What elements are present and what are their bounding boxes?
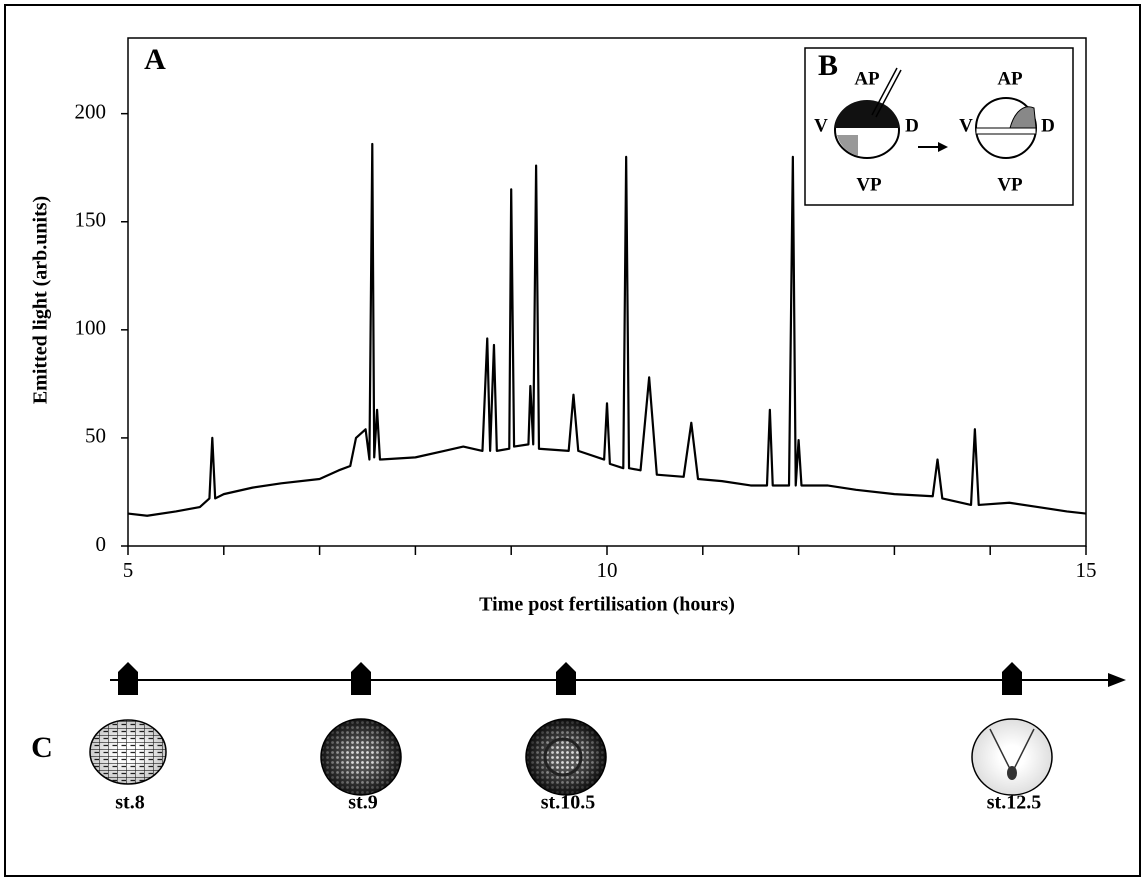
stage-marker (118, 662, 138, 695)
stage-label: st.10.5 (541, 792, 595, 814)
stages: st.8 st.9 st.10.5 st.12.5 (89, 662, 1053, 814)
embryo-lip (543, 737, 583, 777)
data-line (127, 142, 1087, 517)
embryo-grey (837, 135, 858, 156)
timeline-arrowhead (1108, 673, 1126, 687)
y-tick-label: 50 (85, 424, 106, 448)
embryo-shading (526, 719, 606, 795)
x-tick-label: 5 (123, 558, 134, 582)
stage-label: st.8 (115, 792, 144, 814)
embryo-region (1009, 106, 1037, 129)
inset: B AP V D VP AP V D VP (804, 47, 1074, 206)
inset-label: B (818, 49, 838, 82)
y-tick-label: 0 (96, 532, 107, 556)
stage-marker (351, 662, 371, 695)
y-tick-label: 200 (75, 99, 107, 123)
inset-arrowhead (938, 142, 948, 152)
y-tick-label: 150 (75, 208, 107, 232)
needle (871, 67, 898, 116)
stage-label: st.12.5 (987, 792, 1041, 814)
figure-border (4, 4, 1141, 877)
stage-marker (556, 662, 576, 695)
inset-text: V (959, 115, 973, 136)
embryo-shading (972, 719, 1052, 795)
inset-text: AP (997, 68, 1023, 89)
timeline-label: C (31, 731, 53, 764)
y-axis-label: Emitted light (arb.units) (30, 196, 52, 404)
inset-text: D (905, 115, 919, 136)
inset-text: D (1041, 115, 1055, 136)
x-tick-label: 10 (597, 558, 618, 582)
inset-text: V (814, 115, 828, 136)
inset-text: AP (854, 68, 880, 89)
inset-text: VP (997, 174, 1023, 195)
panel-label: A (144, 43, 166, 76)
embryo-dark (835, 100, 899, 128)
stage-marker (1002, 662, 1022, 695)
needle (875, 69, 902, 118)
embryo-band (975, 127, 1037, 135)
embryo-shading (321, 719, 401, 795)
embryo-shading (90, 720, 166, 784)
stage-label: st.9 (348, 792, 377, 814)
y-tick-label: 100 (75, 316, 107, 340)
x-axis-label: Time post fertilisation (hours) (479, 594, 735, 616)
x-tick-label: 15 (1076, 558, 1097, 582)
embryo-pore (1007, 766, 1017, 780)
inset-text: VP (856, 174, 882, 195)
